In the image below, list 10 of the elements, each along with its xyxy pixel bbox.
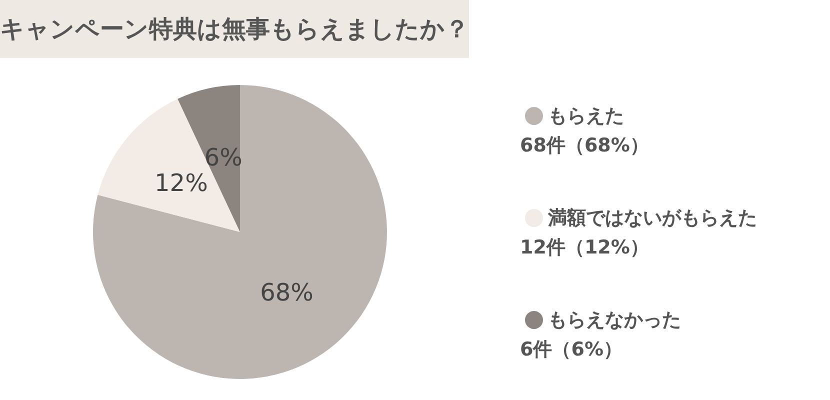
data-label: 68%	[260, 278, 314, 307]
data-label: 12%	[154, 169, 208, 198]
text: 6件（6%）	[520, 338, 622, 360]
text: 68件（68%）	[520, 134, 649, 156]
legend-label: もらえなかった	[548, 309, 681, 331]
data-label: 6%	[204, 143, 242, 172]
text: 12件（12%）	[520, 236, 649, 258]
chart-title: キャンペーン特典は無事もらえましたか？	[0, 15, 469, 43]
legend-label: もらえた	[548, 105, 624, 127]
legend-label: 満額ではないがもらえた	[547, 207, 757, 229]
